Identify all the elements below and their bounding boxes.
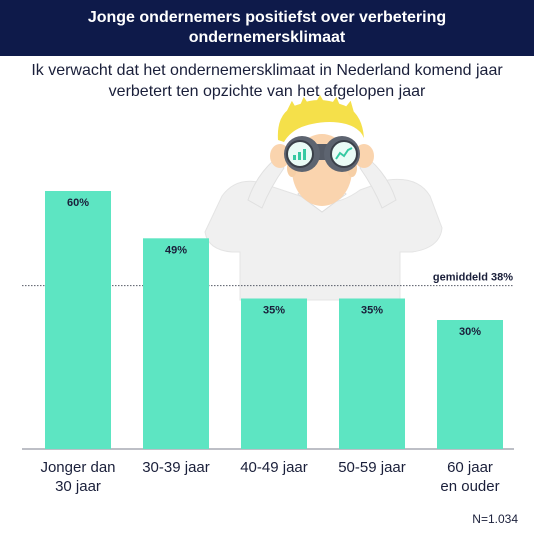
illustration-right-arm — [359, 159, 397, 209]
bar-value-label-2: 49% — [165, 244, 187, 256]
bar-value-label-3: 35% — [263, 305, 285, 317]
bar-chart-icon — [293, 149, 306, 160]
illustration-left-arm — [247, 159, 285, 209]
chart-subtitle-text: Ik verwacht dat het ondernemersklimaat i… — [31, 62, 503, 100]
category-label-3: 40-49 jaar — [240, 459, 308, 476]
category-label-5: 60 jaar en ouder — [440, 459, 499, 495]
businessman-with-binoculars-illustration — [204, 94, 443, 301]
bar-4 — [339, 298, 405, 449]
bar-value-label-1: 60% — [67, 197, 89, 209]
category-label-4: 50-59 jaar — [338, 459, 406, 476]
bar-value-label-4: 35% — [361, 305, 383, 317]
bar-5 — [437, 320, 503, 449]
chart-title-banner: Jonge ondernemers positiefst over verbet… — [0, 0, 534, 56]
bar-1 — [45, 191, 111, 449]
chart-subtitle: Ik verwacht dat het ondernemersklimaat i… — [0, 60, 534, 102]
category-label-2: 30-39 jaar — [142, 459, 210, 476]
bars-group: 60% Jonger dan 30 jaar 49% 30-39 jaar 35% 40-4… — [40, 191, 503, 495]
bar-2 — [143, 238, 209, 449]
binoculars-right-lens — [330, 140, 358, 168]
bar-value-label-5: 30% — [459, 326, 481, 338]
line-chart-icon — [335, 147, 353, 160]
illustration-shirt — [204, 178, 443, 301]
illustration-hair-tufts — [284, 94, 356, 119]
sample-size-note: N=1.034 — [472, 512, 518, 526]
bar-3 — [241, 298, 307, 449]
average-reference-label: gemiddeld 38% — [433, 272, 513, 284]
category-label-1: Jonger dan 30 jaar — [40, 459, 115, 495]
chart-title: Jonge ondernemers positiefst over verbet… — [87, 9, 447, 46]
